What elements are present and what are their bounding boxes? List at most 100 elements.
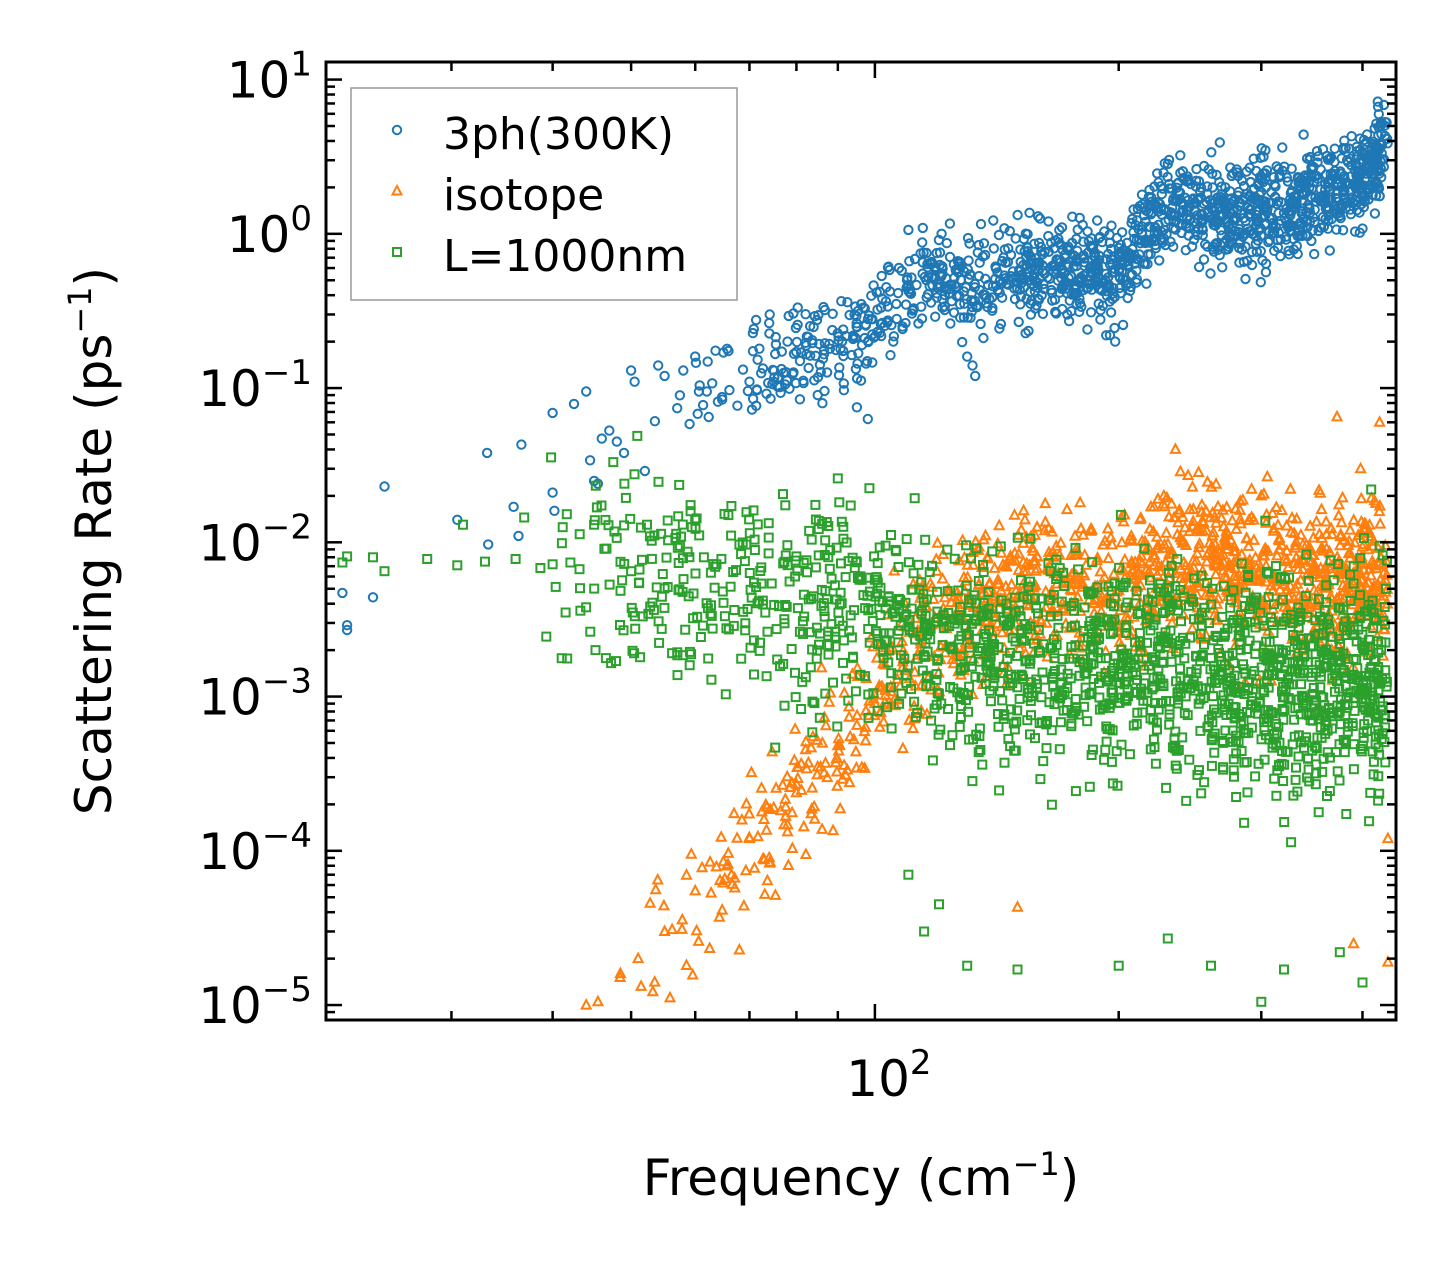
data-point-square [1355,610,1366,621]
data-point-triangle [730,831,744,843]
data-point-square [1003,733,1014,744]
data-point-square [988,645,999,655]
data-point-circle [1170,195,1181,207]
data-point-square [678,574,689,585]
data-point-circle [761,388,772,399]
data-point-circle [1143,221,1154,233]
data-point-square [963,629,974,640]
data-point-square [886,530,896,540]
data-point-triangle [1192,465,1205,477]
data-point-circle [1135,238,1146,249]
data-point-circle [971,302,982,313]
data-point-square [828,677,838,688]
data-point-square [807,727,818,738]
data-point-triangle [811,759,824,772]
data-point-triangle [675,922,689,934]
data-point-triangle [763,855,777,867]
data-point-square [659,602,670,613]
data-point-triangle [1229,501,1242,514]
data-point-circle [1106,243,1117,255]
data-point-circle [1164,183,1175,194]
data-point-circle [770,339,782,350]
data-point-circle [838,378,849,389]
data-point-square [1291,762,1301,773]
data-point-triangle [1355,491,1368,504]
data-point-circle [1250,192,1262,204]
data-point-circle [974,257,985,268]
data-point-square [452,560,463,571]
data-point-square [719,611,730,622]
data-point-circle [1177,166,1189,177]
data-point-circle [1043,246,1054,258]
data-point-square [1033,608,1043,619]
data-point-square [1289,614,1300,625]
data-point-square [1143,660,1154,671]
data-point-square [1366,604,1377,615]
data-point-square [1055,717,1066,728]
data-point-square [1160,606,1171,617]
data-point-circle [1193,261,1205,273]
data-point-square [1348,764,1359,775]
data-point-square [943,704,953,714]
data-point-circle [1205,268,1216,279]
data-point-circle [678,365,689,376]
data-point-square [1277,704,1288,714]
data-point-square [1373,664,1384,675]
data-point-circle [794,394,806,405]
data-point-square [1283,693,1294,704]
data-point-square [800,672,811,683]
data-point-circle [1148,198,1160,209]
data-point-circle [880,296,892,307]
data-point-square [1218,581,1229,592]
data-point-circle [969,295,981,306]
data-point-square [973,747,984,758]
data-point-square [550,581,561,592]
data-point-square [1006,704,1016,715]
data-point-square [931,616,942,627]
data-point-square [1054,744,1065,755]
data-point-triangle [1104,530,1117,543]
data-point-triangle [1143,554,1156,567]
data-point-square [656,623,667,634]
data-point-triangle [881,698,894,710]
data-point-square [656,528,667,539]
data-point-square [547,559,558,570]
data-point-circle [1182,204,1194,215]
data-point-circle [1101,330,1112,341]
data-point-circle [1115,288,1126,299]
data-point-square [916,577,927,588]
data-point-circle [957,336,968,348]
data-point-triangle [995,583,1008,596]
data-point-triangle [1247,533,1261,545]
data-point-square [1256,734,1267,745]
data-point-square [1025,533,1036,544]
data-point-square [1066,721,1077,732]
data-point-square [672,670,683,681]
data-point-circle [1090,251,1101,263]
data-point-square [1236,746,1247,756]
data-point-square [961,540,972,551]
legend-marker-circle [391,124,403,136]
data-point-square [684,552,695,563]
data-point-circle [939,304,950,316]
data-point-triangle [1204,591,1217,604]
data-point-circle [1310,196,1322,207]
data-point-circle [798,375,809,386]
y-axis-title: Scattering Rate (ps−1) [61,267,123,815]
data-point-circle [824,338,835,350]
data-point-triangle [839,767,852,780]
data-point-square [1062,668,1073,679]
data-point-triangle [748,861,761,873]
data-point-circle [1233,238,1245,249]
data-point-circle [672,403,683,414]
data-point-square [886,668,897,679]
data-point-square [813,515,824,526]
data-point-square [609,526,620,537]
data-point-triangle [1265,578,1278,591]
data-point-square [1239,757,1250,768]
data-point-triangle [826,823,840,836]
data-point-circle [1107,267,1118,278]
data-point-square [1128,720,1139,731]
data-point-circle [921,292,932,303]
data-point-circle [1015,299,1026,310]
